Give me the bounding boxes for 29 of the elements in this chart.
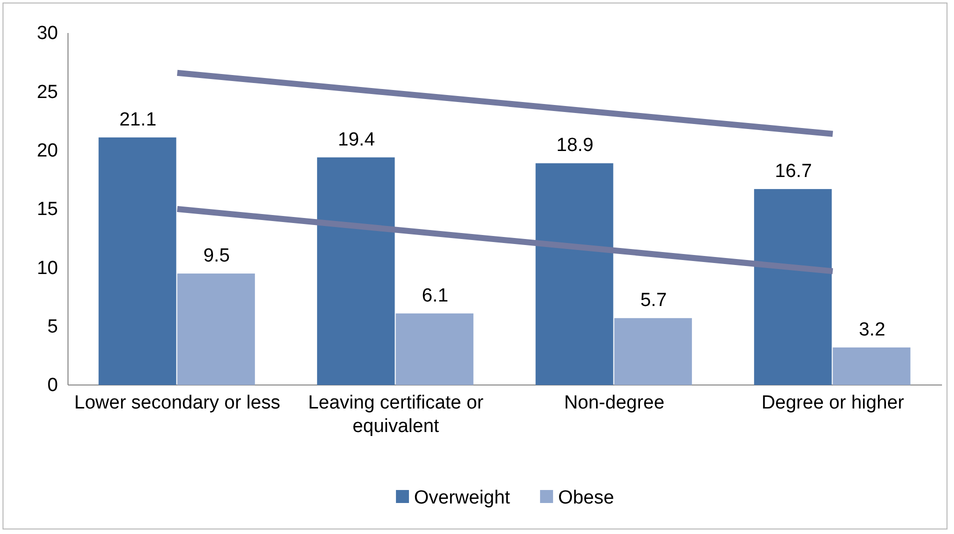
y-tick-label: 15	[36, 199, 58, 220]
data-label: 5.7	[640, 290, 667, 312]
y-tick-label: 0	[47, 375, 58, 396]
y-tick-label: 25	[36, 82, 58, 103]
bar	[317, 157, 395, 385]
bar	[536, 163, 614, 385]
x-tick-label: Degree or higher	[761, 392, 905, 414]
x-tick-label: Lower secondary or less	[74, 392, 280, 414]
bar	[98, 137, 176, 385]
data-label: 16.7	[774, 161, 812, 182]
bar	[832, 347, 910, 385]
data-label: 9.5	[203, 246, 230, 267]
x-tick-label: Leaving certificate or equivalent	[308, 392, 484, 438]
y-tick-label: 5	[47, 316, 58, 338]
y-tick-label: 10	[36, 258, 58, 279]
bar	[614, 318, 692, 385]
data-label: 3.2	[858, 319, 886, 340]
legend-label: Overweight	[414, 488, 511, 509]
bar	[177, 274, 255, 385]
y-tick-label: 20	[36, 140, 58, 162]
y-tick-label: 30	[36, 23, 58, 44]
data-label: 18.9	[556, 135, 594, 156]
bar	[754, 189, 832, 385]
data-label: 19.4	[338, 129, 376, 150]
bar	[396, 313, 474, 385]
legend-label: Obese	[558, 488, 614, 509]
data-label: 6.1	[422, 285, 448, 306]
x-tick-label: Non-degree	[564, 392, 664, 414]
data-label: 21.1	[119, 109, 156, 130]
